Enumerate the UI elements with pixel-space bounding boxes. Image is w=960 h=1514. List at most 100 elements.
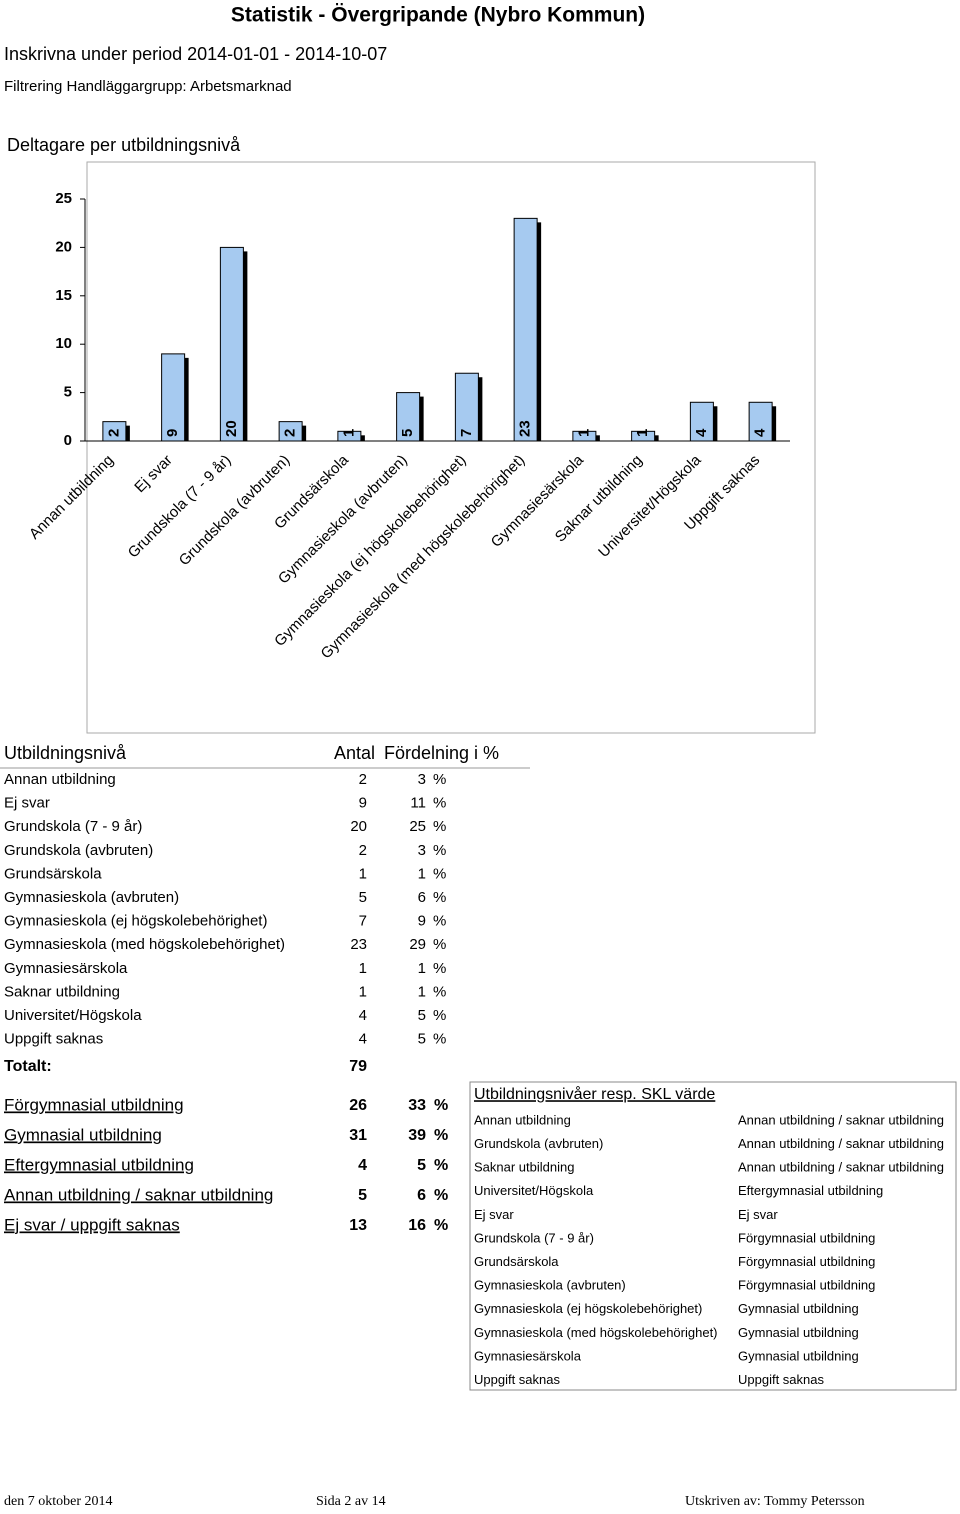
skl-level: Saknar utbildning [474,1160,574,1175]
group-unit: % [434,1157,448,1174]
bar [102,421,127,442]
row-name: Gymnasieskola (avbruten) [4,889,179,906]
period: Inskrivna under period 2014-01-01 - 2014… [4,44,387,64]
row-count: 9 [359,795,367,812]
skl-value: Förgymnasial utbildning [738,1230,875,1245]
skl-value: Ej svar [738,1207,778,1222]
group-name: Förgymnasial utbildning [4,1095,184,1114]
row-unit: % [433,1007,446,1024]
skl-value: Förgymnasial utbildning [738,1278,875,1293]
group-name: Ej svar / uppgift saknas [4,1215,180,1234]
row-unit: % [433,842,446,859]
total-value: 79 [349,1058,367,1075]
skl-level: Annan utbildning [474,1112,571,1127]
row-percent: 1 [418,865,426,882]
x-tick-label: Grundskola (7 - 9 år) [125,452,235,562]
group-percent: 16 [408,1217,426,1234]
row-count: 2 [359,771,367,788]
group-name: Gymnasial utbildning [4,1125,162,1144]
row-count: 1 [359,865,367,882]
skl-value: Förgymnasial utbildning [738,1254,875,1269]
bar [161,353,186,442]
skl-level: Grundskola (avbruten) [474,1136,603,1151]
skl-title: Utbildningsnivåer resp. SKL värde [474,1085,715,1103]
table-header: Utbildningsnivå [4,743,127,763]
chart-frame [86,161,816,734]
skl-value: Gymnasial utbildning [738,1301,859,1316]
chart-title: Deltagare per utbildningsnivå [7,135,241,155]
group-count: 31 [349,1127,367,1144]
row-count: 7 [359,913,367,930]
bar [748,401,773,442]
bar [454,372,479,442]
footer-printed: Utskriven av: Tommy Petersson [685,1494,865,1509]
bar [572,430,597,442]
row-name: Universitet/Högskola [4,1007,142,1024]
row-name: Annan utbildning [4,771,116,788]
row-percent: 9 [418,913,426,930]
row-unit: % [433,960,446,977]
row-unit: % [433,913,446,930]
y-tick-label: 5 [64,384,72,401]
row-name: Gymnasieskola (ej högskolebehörighet) [4,913,267,930]
bar-value-label: 2 [282,429,299,437]
bar [689,401,714,442]
row-count: 1 [359,960,367,977]
row-unit: % [433,889,446,906]
y-tick-label: 0 [64,432,72,449]
bar [513,217,538,442]
table-header: Antal [334,743,375,763]
row-percent: 5 [418,1007,426,1024]
bar-value-label: 7 [458,429,475,437]
group-count: 4 [358,1157,367,1174]
row-unit: % [433,983,446,1000]
table-header: Fördelning i % [384,743,499,763]
bar [396,392,421,442]
x-tick-label: Universitet/Högskola [595,451,705,561]
bar [631,430,656,442]
row-count: 5 [359,889,367,906]
row-percent: 25 [409,818,426,835]
row-unit: % [433,818,446,835]
bar-value-label: 1 [634,429,651,437]
x-tick-label: Gymnasieskola (med högskolebehörighet) [318,452,529,663]
skl-value: Gymnasial utbildning [738,1325,859,1340]
group-percent: 39 [408,1127,426,1144]
filter: Filtrering Handläggargrupp: Arbetsmarkna… [4,78,292,95]
row-count: 20 [350,818,367,835]
y-tick-label: 25 [55,190,72,207]
skl-level: Ej svar [474,1207,514,1222]
x-tick-label: Grundskola (avbruten) [176,452,294,570]
bar-value-label: 1 [340,429,357,437]
bar-value-label: 4 [693,428,710,437]
bar-value-label: 20 [223,420,240,437]
skl-value: Annan utbildning / saknar utbildning [738,1112,944,1127]
bar-value-label: 23 [517,420,534,437]
skl-level: Universitet/Högskola [474,1183,594,1198]
row-unit: % [433,1031,446,1048]
row-count: 23 [350,936,367,953]
skl-level: Gymnasiesärskola [474,1348,582,1363]
row-percent: 1 [418,960,426,977]
skl-value: Uppgift saknas [738,1372,824,1387]
row-name: Grundskola (7 - 9 år) [4,818,142,835]
bar-value-label: 1 [575,429,592,437]
group-name: Eftergymnasial utbildning [4,1155,194,1174]
title: Statistik - Övergripande (Nybro Kommun) [231,4,645,27]
total-label: Totalt: [4,1058,52,1075]
row-percent: 6 [418,889,426,906]
skl-value: Gymnasial utbildning [738,1348,859,1363]
skl-value: Eftergymnasial utbildning [738,1183,883,1198]
group-name: Annan utbildning / saknar utbildning [4,1185,273,1204]
bar-value-label: 5 [399,429,416,437]
row-name: Gymnasieskola (med högskolebehörighet) [4,936,285,953]
bar [219,246,244,442]
row-unit: % [433,936,446,953]
row-name: Saknar utbildning [4,983,120,1000]
row-name: Grundskola (avbruten) [4,842,153,859]
skl-level: Gymnasieskola (ej högskolebehörighet) [474,1301,702,1316]
bar-value-label: 2 [105,429,122,437]
row-percent: 3 [418,771,426,788]
row-percent: 1 [418,983,426,1000]
